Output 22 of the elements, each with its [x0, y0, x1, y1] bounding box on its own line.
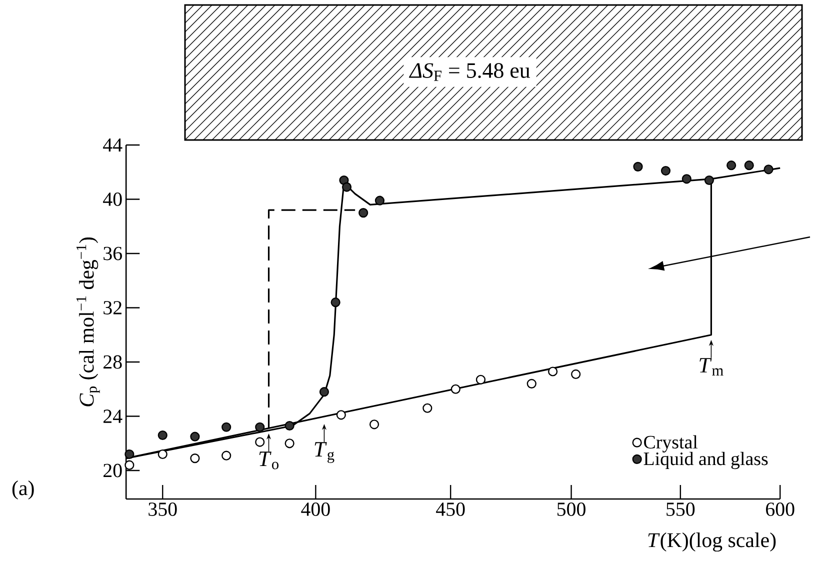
y-tick-label: 36: [104, 246, 122, 260]
x-tick-label: 600: [766, 502, 794, 516]
annotation: T$_{o}$: [259, 452, 279, 470]
x-tick-label: 350: [148, 502, 177, 516]
x-tick-label: 500: [557, 502, 586, 516]
y-tick-label: 32: [104, 301, 122, 314]
text: ΔS$_{F}$ = 5.48 eu: [408, 63, 530, 81]
annotation: T$_{g}$: [314, 442, 334, 463]
y-tick-label: 20: [104, 464, 122, 478]
x-tick-label: 400: [301, 502, 330, 516]
annotation: T$_{m}$: [700, 358, 724, 376]
y-axis-title: C$_{p}$ (cal mol$^{−1}$ deg$^{−1}$): [76, 237, 100, 406]
x-tick-label: 450: [436, 502, 465, 516]
x-axis-title: T(K)(log scale): [648, 532, 776, 552]
legend-label: Crystal: [644, 435, 698, 452]
y-tick-label: 24: [104, 410, 122, 423]
y-tick-label: 40: [103, 192, 122, 206]
x-tick-label: 550: [666, 502, 695, 516]
y-tick-label: 44: [103, 138, 122, 152]
y-tick-label: 28: [104, 355, 122, 369]
text: (a): [12, 480, 34, 500]
legend-label: Liquid and glass: [644, 452, 768, 470]
